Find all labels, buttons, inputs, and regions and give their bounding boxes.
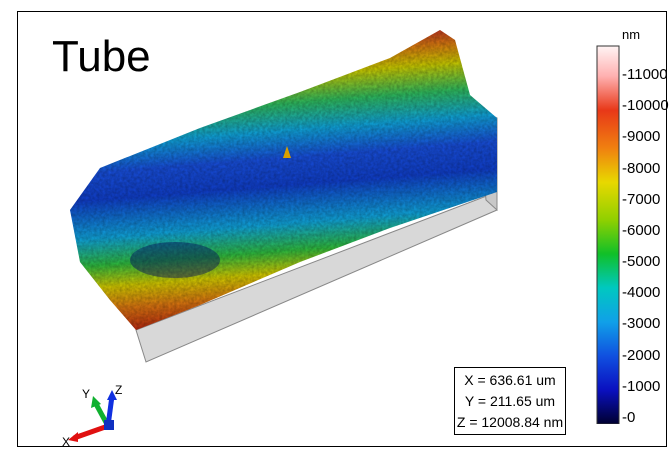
colorbar-gradient <box>596 45 620 424</box>
colorbar-unit: nm <box>622 27 641 42</box>
triad-y-label: Y <box>82 387 90 401</box>
cursor-readout: X = 636.61 um Y = 211.65 um Z = 12008.84… <box>454 367 566 435</box>
dark-valley-spot <box>130 242 220 278</box>
colorbar-tick-label: -10000 <box>622 97 669 115</box>
colorbar-tick-label: -1000 <box>622 377 661 395</box>
colorbar-tick-label: -8000 <box>622 159 661 177</box>
colorbar-tick-label: -4000 <box>622 284 661 302</box>
colorbar-tick-label: -7000 <box>622 190 661 208</box>
colorbar-tick-label: -3000 <box>622 315 661 333</box>
triad-x-axis <box>73 423 109 441</box>
colorbar-tick-label: -0 <box>622 409 636 426</box>
readout-z: Z = 12008.84 nm <box>456 414 564 430</box>
colorbar-tick-label: -6000 <box>622 221 661 239</box>
tube-texture-overlay <box>70 30 497 330</box>
colorbar <box>596 45 620 424</box>
readout-x: X = 636.61 um <box>464 372 556 388</box>
readout-y: Y = 211.65 um <box>464 393 556 409</box>
plot-title: Tube <box>52 32 151 81</box>
colorbar-tick-label: -11000 <box>622 66 668 83</box>
colorbar-tick-label: -5000 <box>622 253 661 271</box>
colorbar-tick-label: -9000 <box>622 128 661 146</box>
triad-z-label: Z <box>115 383 122 397</box>
surface-defect-peak <box>283 146 291 158</box>
axes-triad: X Y Z <box>62 383 122 448</box>
colorbar-tick-label: -2000 <box>622 346 661 364</box>
triad-x-label: X <box>62 435 70 448</box>
